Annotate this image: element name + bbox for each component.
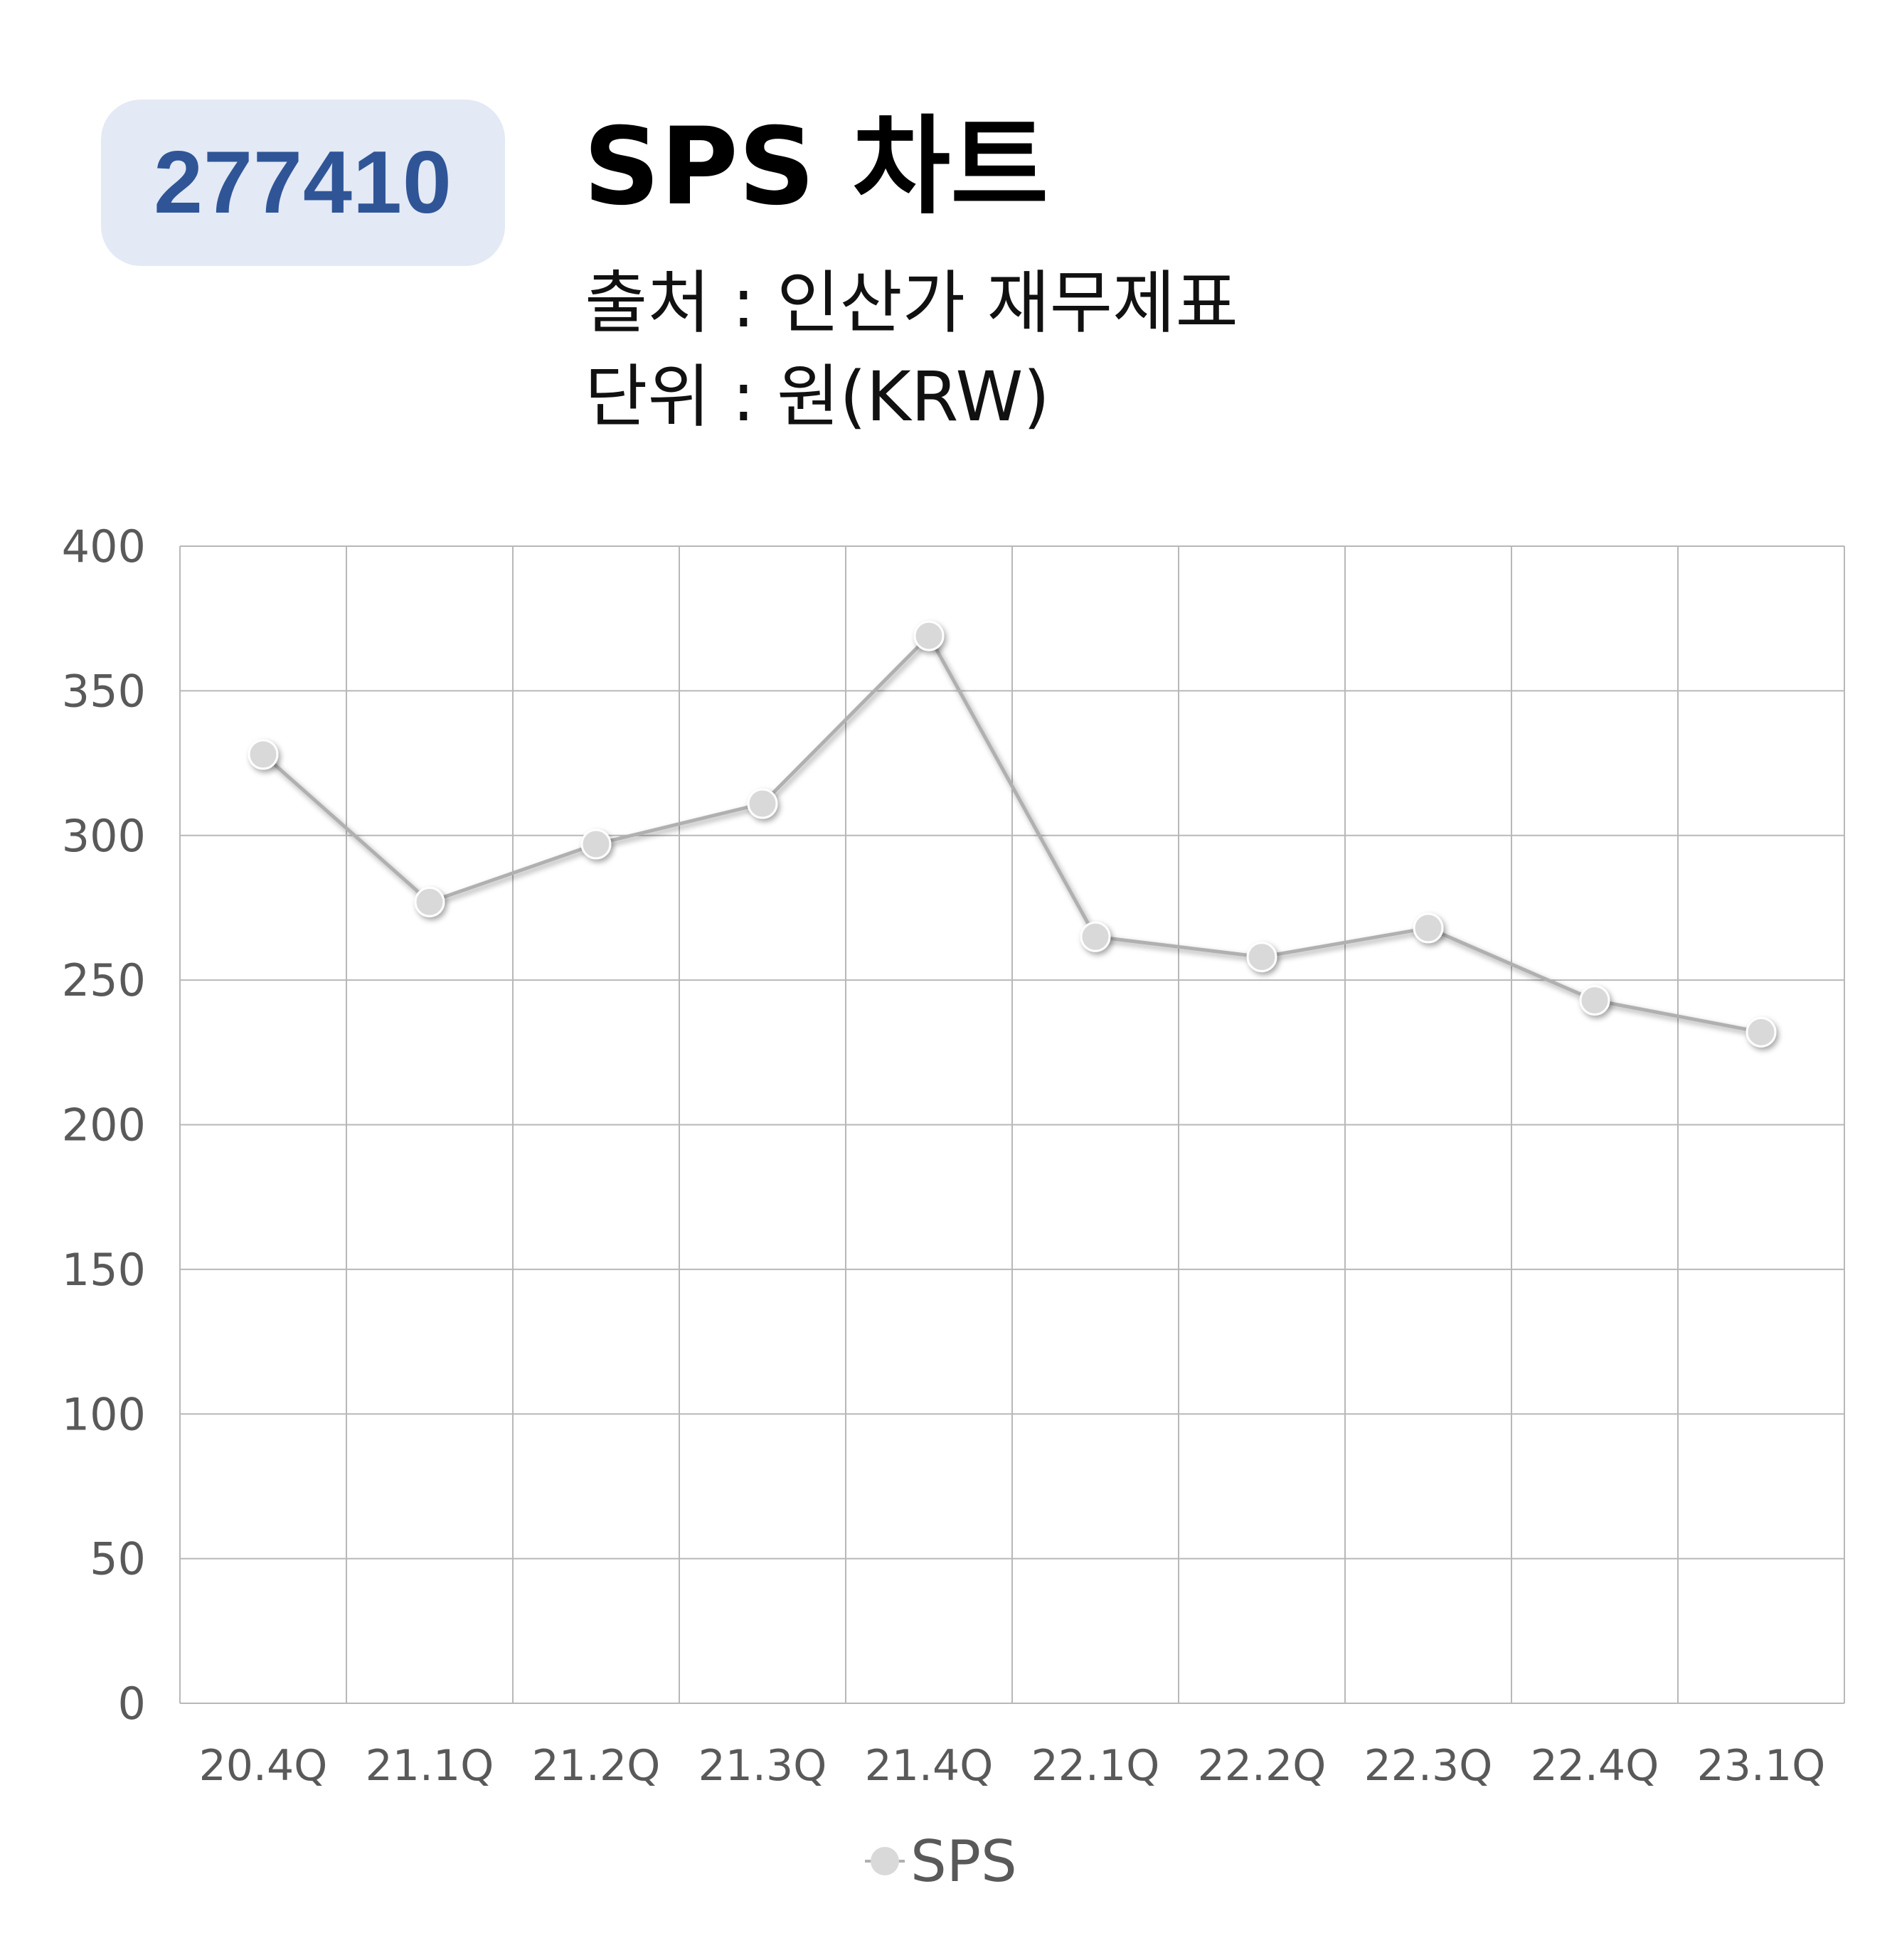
data-point [1745, 1016, 1777, 1048]
stock-code-badge: 277410 [101, 100, 505, 266]
x-tick-label: 21.4Q [865, 1741, 994, 1791]
source-label: 출처 : 인산가 재무제표 [585, 263, 1238, 343]
x-tick-label: 21.3Q [698, 1741, 827, 1791]
y-tick-label: 50 [90, 1533, 146, 1585]
data-point [1413, 912, 1444, 944]
legend-label: SPS [910, 1828, 1017, 1895]
legend-marker [871, 1847, 899, 1875]
data-point [747, 788, 778, 819]
data-point [1579, 985, 1610, 1016]
x-tick-label: 21.1Q [366, 1741, 494, 1791]
series-line [262, 632, 1762, 1034]
series-sps [248, 620, 1777, 1048]
chart-title: SPS 차트 [583, 105, 1049, 229]
legend: SPS [865, 1828, 1017, 1895]
x-tick-label: 22.2Q [1198, 1741, 1327, 1791]
x-tick-label: 23.1Q [1697, 1741, 1826, 1791]
y-tick-label: 400 [62, 521, 146, 572]
x-tick-label: 21.2Q [532, 1741, 661, 1791]
x-tick-label: 22.4Q [1531, 1741, 1659, 1791]
data-point [248, 739, 279, 770]
y-tick-label: 200 [62, 1099, 146, 1151]
chart-grid [179, 545, 1845, 1704]
stock-code: 277410 [154, 134, 452, 232]
data-point [414, 886, 445, 917]
data-point [1246, 942, 1277, 973]
y-tick-label: 250 [62, 954, 146, 1006]
x-tick-label: 22.3Q [1364, 1741, 1493, 1791]
y-tick-label: 100 [62, 1388, 146, 1440]
x-tick-label: 22.1Q [1031, 1741, 1160, 1791]
y-tick-label: 150 [62, 1244, 146, 1296]
x-axis-ticks: 20.4Q 21.1Q 21.2Q 21.3Q 21.4Q 22.1Q 22.2Q 22.3Q… [199, 1741, 1826, 1791]
y-axis-ticks: 0 50 100 150 200 250 300 350 400 [62, 521, 146, 1730]
data-point [1080, 921, 1111, 952]
data-point [913, 620, 945, 651]
y-tick-label: 300 [62, 810, 146, 862]
x-tick-label: 20.4Q [199, 1741, 328, 1791]
y-tick-label: 0 [118, 1678, 146, 1730]
y-tick-label: 350 [62, 665, 146, 717]
data-point [580, 829, 612, 860]
unit-label: 단위 : 원(KRW) [585, 357, 1050, 437]
